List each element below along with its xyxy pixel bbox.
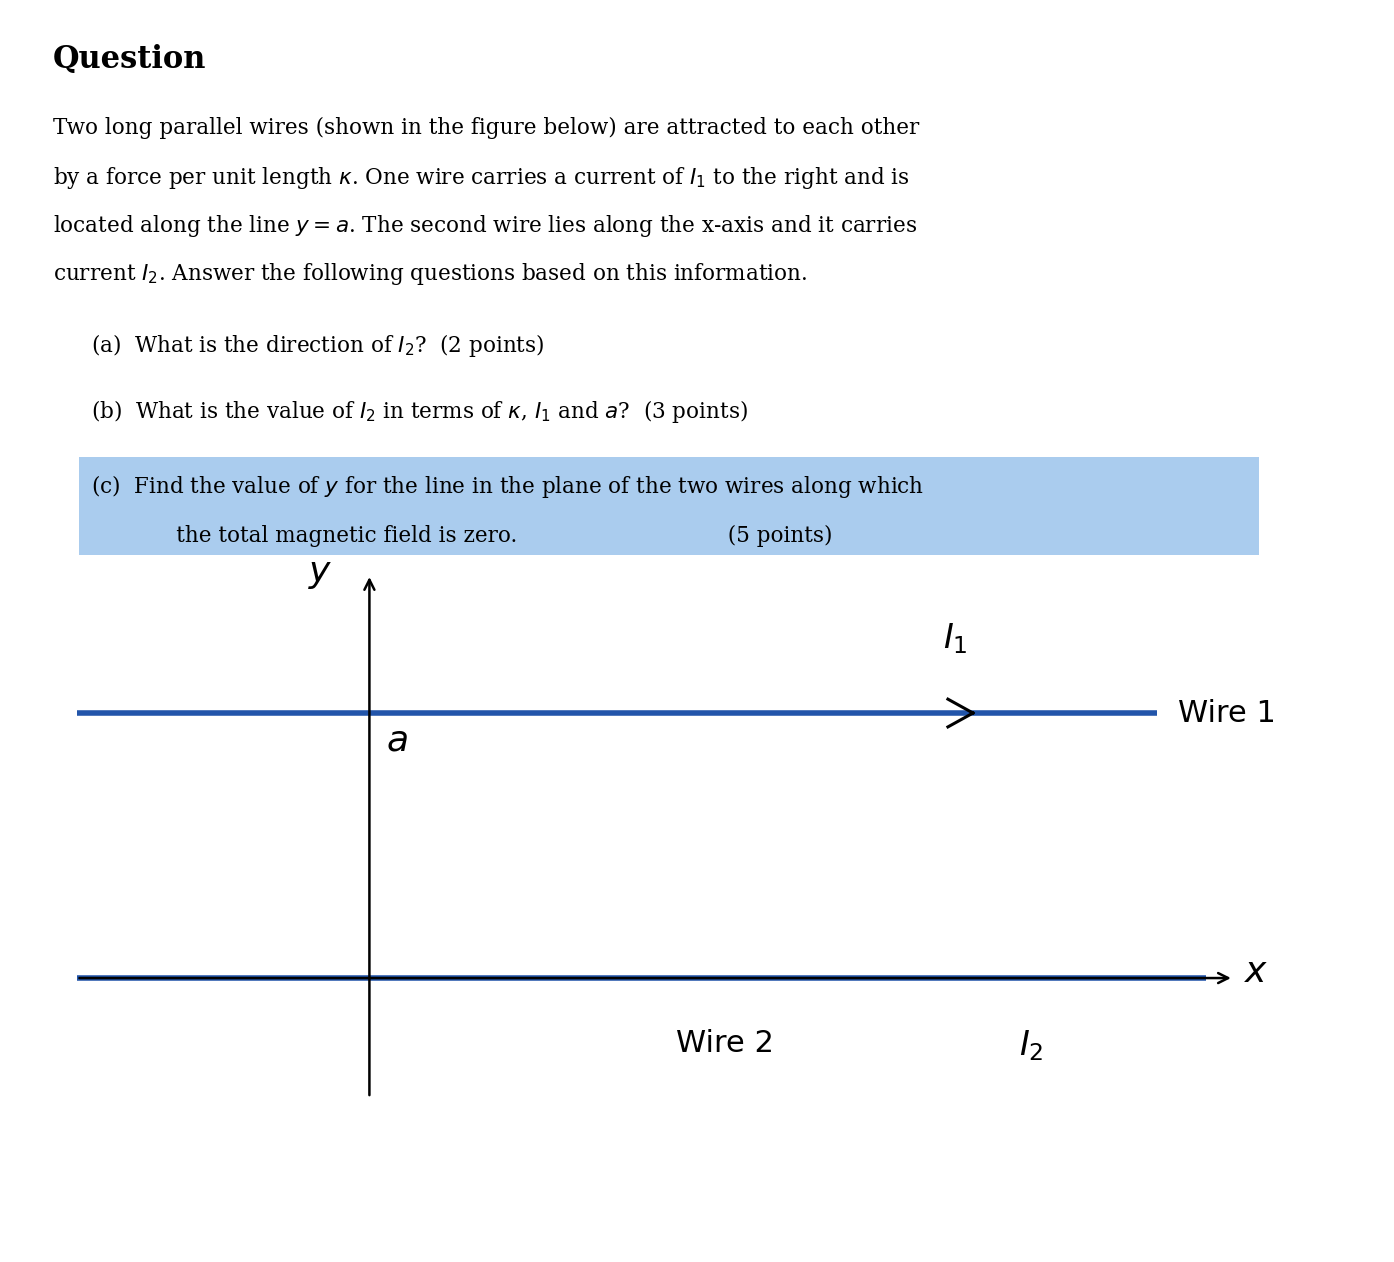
- Text: the total magnetic field is zero.: the total magnetic field is zero.: [135, 525, 517, 546]
- Text: Wire 1: Wire 1: [1178, 699, 1276, 727]
- Text: $\mathit{I}_1$: $\mathit{I}_1$: [942, 622, 967, 656]
- Text: current $I_2$. Answer the following questions based on this information.: current $I_2$. Answer the following ques…: [53, 261, 807, 288]
- Text: x: x: [1245, 955, 1266, 988]
- Text: (5 points): (5 points): [714, 525, 832, 548]
- Text: $\mathit{I}_2$: $\mathit{I}_2$: [1019, 1029, 1044, 1063]
- Text: y: y: [309, 555, 330, 588]
- Text: (c)  Find the value of $y$ for the line in the plane of the two wires along whic: (c) Find the value of $y$ for the line i…: [91, 473, 924, 500]
- Text: located along the line $y = a$. The second wire lies along the x-axis and it car: located along the line $y = a$. The seco…: [53, 213, 917, 240]
- Text: (b)  What is the value of $I_2$ in terms of $\kappa$, $I_1$ and $a$?  (3 points): (b) What is the value of $I_2$ in terms …: [91, 398, 747, 424]
- Text: Two long parallel wires (shown in the figure below) are attracted to each other: Two long parallel wires (shown in the fi…: [53, 117, 919, 140]
- FancyBboxPatch shape: [79, 457, 1259, 555]
- Text: (a)  What is the direction of $I_2$?  (2 points): (a) What is the direction of $I_2$? (2 p…: [91, 332, 544, 358]
- Text: Question: Question: [53, 44, 206, 76]
- Text: Wire 2: Wire 2: [676, 1029, 774, 1058]
- Text: a: a: [386, 723, 408, 757]
- Text: by a force per unit length $\kappa$. One wire carries a current of $I_1$ to the : by a force per unit length $\kappa$. One…: [53, 165, 910, 192]
